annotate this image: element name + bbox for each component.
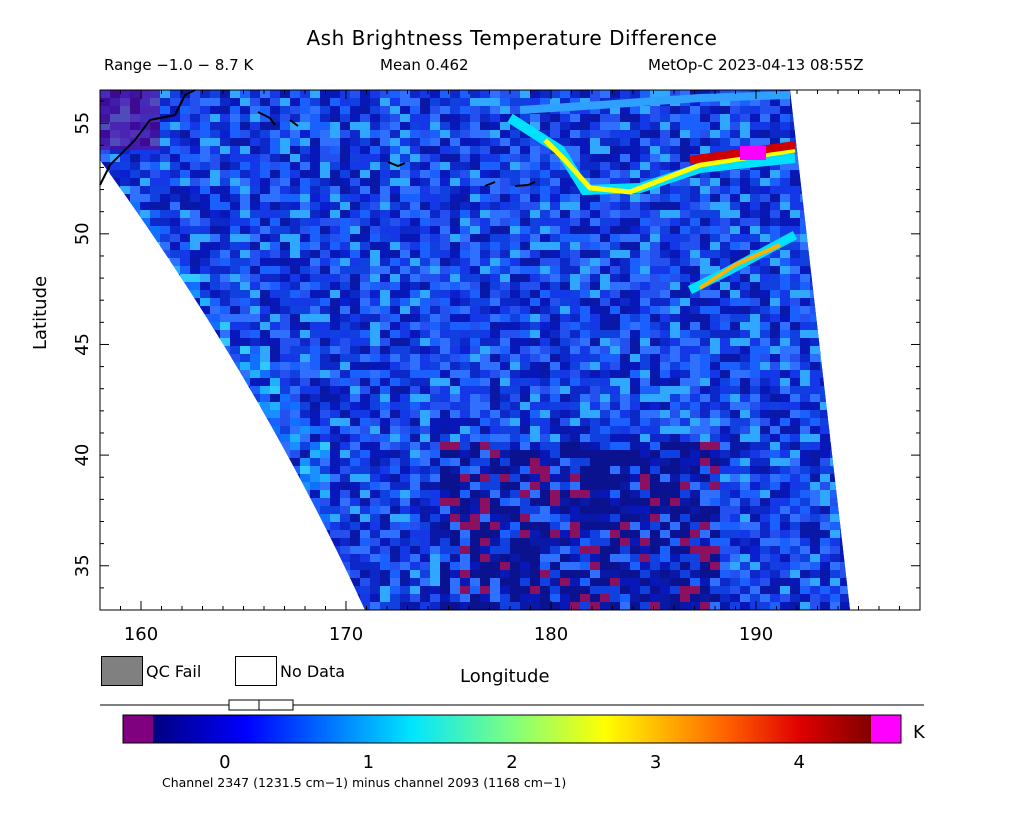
- channel-footer: Channel 2347 (1231.5 cm−1) minus channel…: [162, 775, 567, 790]
- coastline: [99, 89, 536, 187]
- mean-label: Mean 0.462: [380, 56, 469, 74]
- x-tick-label: 160: [124, 624, 158, 645]
- y-tick-labels: 55 50 45 40 35: [72, 112, 93, 577]
- y-tick-label: 50: [72, 222, 93, 245]
- y-tick-label: 40: [72, 444, 93, 467]
- range-label: Range −1.0 − 8.7 K: [104, 56, 254, 74]
- swath-field: [100, 90, 850, 610]
- colorbar-tick-label: 0: [219, 752, 230, 773]
- x-axis-label: Longitude: [460, 666, 550, 687]
- colorbar-tick-label: 1: [363, 752, 374, 773]
- colorbar-tick-label: 2: [506, 752, 517, 773]
- y-tick-label: 55: [72, 112, 93, 135]
- x-tick-label: 180: [534, 624, 568, 645]
- y-tick-label: 45: [72, 333, 93, 356]
- ash-plume-mid: [543, 138, 796, 195]
- no-data-label: No Data: [280, 662, 346, 681]
- colorbar-slider-handle-left[interactable]: [228, 699, 260, 711]
- qc-fail-swatch: [101, 656, 143, 686]
- colorbar-tick-labels: 0 1 2 3 4: [219, 752, 805, 773]
- colorbar-tick-label: 3: [650, 752, 661, 773]
- colorbar-gradient: [153, 715, 871, 743]
- x-tick-labels: 160 170 180 190: [124, 624, 773, 645]
- ash-plume-south-core: [698, 243, 781, 290]
- no-data-swatch: [235, 656, 277, 686]
- colorbar-slider-handle-right[interactable]: [258, 699, 294, 711]
- axis-ticks: [99, 90, 921, 611]
- colorbar-frame: [122, 714, 902, 744]
- colorbar-under: [123, 715, 153, 743]
- colorbar-tick-label: 4: [793, 752, 804, 773]
- satellite-time-label: MetOp-C 2023-04-13 08:55Z: [648, 56, 864, 74]
- qc-fail-label: QC Fail: [146, 662, 202, 681]
- y-tick-label: 35: [72, 554, 93, 577]
- x-tick-label: 170: [329, 624, 363, 645]
- ash-plume-max: [740, 146, 766, 160]
- colorbar-over: [871, 715, 901, 743]
- plume-north-edge: [519, 91, 791, 114]
- x-tick-label: 190: [739, 624, 773, 645]
- colorbar-unit: K: [913, 722, 926, 743]
- map-title: Ash Brightness Temperature Difference: [306, 26, 718, 50]
